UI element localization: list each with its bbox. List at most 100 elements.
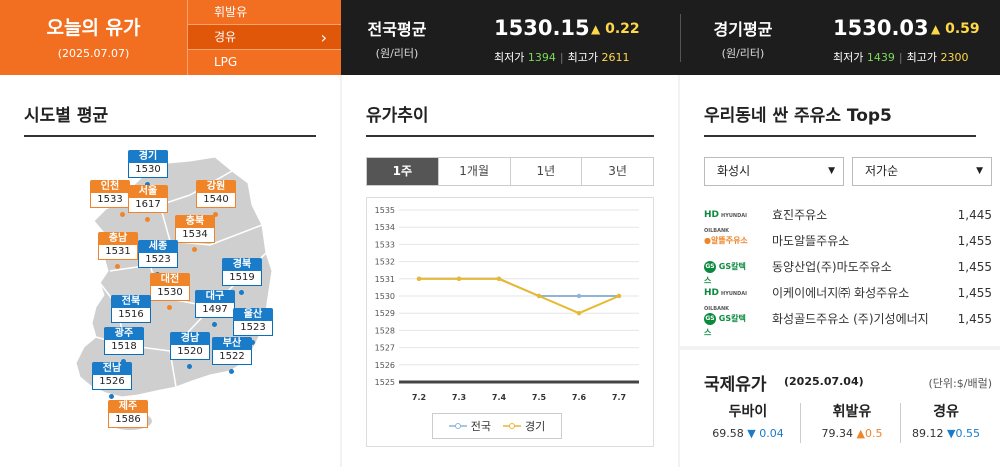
region-name: 충북 (175, 215, 215, 228)
region-dot (167, 305, 172, 310)
region-gyeongnam[interactable]: 경남 1520 (170, 332, 210, 369)
gyeonggi-average-title: 경기평균 (713, 20, 773, 39)
cheap-stations-title: 우리동네 싼 주유소 Top5 (704, 106, 892, 126)
region-price: 1516 (111, 308, 151, 323)
legend-label: 경기 (525, 420, 546, 433)
intl-price-unit: (단위:$/배럴) (928, 377, 992, 390)
intl-item-name: 휘발유 (832, 404, 872, 420)
y-tick-label: 1535 (375, 206, 395, 215)
legend-line-icon (448, 423, 467, 429)
national-average-title: 전국평균 (367, 20, 427, 39)
triangle-up-icon: ▲ (591, 22, 601, 36)
logo-text: GS칼텍스 (704, 262, 746, 285)
station-row[interactable]: ●알뜰주유소 마도알뜰주유소 1,455 (704, 230, 992, 252)
region-busan[interactable]: 부산 1522 (212, 337, 252, 374)
gs-circle-icon: GS (704, 312, 716, 325)
intl-item-price: 89.12 (912, 427, 944, 440)
fuel-tab-lpg[interactable]: LPG (188, 50, 341, 75)
region-incheon[interactable]: 인천 1533 (90, 180, 130, 217)
gyeonggi-average-unit: (원/리터) (721, 47, 765, 60)
intl-price-date: (2025.07.04) (784, 375, 864, 388)
title-underline (24, 135, 316, 137)
gyeonggi-change-value: 0.59 (945, 21, 980, 37)
legend-label: 전국 (470, 420, 491, 433)
region-price: 1586 (108, 413, 148, 428)
region-price: 1523 (138, 253, 178, 268)
intl-item-change: 0.04 (759, 427, 784, 440)
station-row[interactable]: HD HYUNDAI OILBANK 이케이에너지㈜ 화성주유소 1,455 (704, 282, 992, 312)
region-dot (109, 394, 114, 399)
tab-1month[interactable]: 1개월 (439, 158, 511, 185)
region-average-title: 시도별 평균 (24, 106, 109, 126)
region-price: 1534 (175, 228, 215, 243)
region-gyeonggi[interactable]: 경기 1530 (128, 150, 168, 187)
tab-3year[interactable]: 3년 (608, 164, 627, 178)
min-label: 최저가 (494, 51, 525, 64)
legend-item-gyeonggi[interactable]: 경기 (503, 418, 545, 434)
region-jeonnam[interactable]: 전남 1526 (92, 362, 132, 399)
national-average-label: 전국평균 (원/리터) (347, 0, 447, 61)
region-dot (213, 212, 218, 217)
national-average-value: 1530.15 (494, 16, 590, 40)
intl-item-values: 69.58 ▼ 0.04 (696, 427, 800, 440)
region-chungnam[interactable]: 충남 1531 (98, 232, 138, 269)
today-price-title: 오늘의 유가 (46, 17, 141, 39)
region-gyeongbuk[interactable]: 경북 1519 (222, 258, 262, 295)
region-name: 전남 (92, 362, 132, 375)
region-seoul[interactable]: 서울 1617 (128, 185, 168, 222)
city-select-value: 화성시 (717, 164, 751, 178)
logo-subtext: HYUNDAI OILBANK (704, 291, 747, 312)
intl-item-values: 79.34 ▲0.5 (800, 427, 904, 440)
sort-select[interactable]: 저가순 ▼ (852, 157, 992, 186)
region-gwangju[interactable]: 광주 1518 (104, 327, 144, 364)
legend-item-national[interactable]: 전국 (448, 418, 491, 434)
region-dot (120, 212, 125, 217)
region-price: 1617 (128, 198, 168, 213)
region-name: 강원 (196, 180, 236, 193)
gyeonggi-average-change: ▲ 0.59 (931, 21, 980, 37)
gs-circle-icon: GS (704, 260, 716, 273)
region-name: 경기 (128, 150, 168, 163)
y-tick-label: 1525 (375, 378, 395, 387)
y-tick-label: 1529 (375, 309, 395, 318)
region-daegu[interactable]: 대구 1497 (195, 290, 235, 327)
cheap-stations-panel: 우리동네 싼 주유소 Top5 화성시 ▼ 저가순 ▼ HD HYUNDAI OILB… (680, 75, 1000, 467)
region-price: 1520 (170, 345, 210, 360)
fuel-tab-label: 경유 (214, 30, 237, 44)
station-row[interactable]: GS GS칼텍스 화성골드주유소 (주)기성에너지 1,455 (704, 308, 992, 337)
region-gangwon[interactable]: 강원 1540 (196, 180, 236, 217)
region-sejong[interactable]: 세종 1523 (138, 240, 178, 277)
region-name: 제주 (108, 400, 148, 413)
region-name: 경남 (170, 332, 210, 345)
gyeonggi-minmax: 최저가 1439 | 최고가 2300 (833, 49, 968, 65)
tab-1week[interactable]: 1주 (367, 158, 439, 185)
station-name: 화성골드주유소 (주)기성에너지 (772, 312, 929, 326)
top-bar: 오늘의 유가 (2025.07.07) 휘발유 경유 › LPG 전국평균 (원/… (0, 0, 1000, 75)
max-label: 최고가 (906, 51, 937, 64)
region-ulsan[interactable]: 울산 1523 (233, 308, 273, 345)
region-price: 1530 (150, 286, 190, 301)
gs-caltex-logo: GS GS칼텍스 (704, 312, 752, 337)
region-jeju[interactable]: 제주 1586 (108, 400, 148, 428)
station-row[interactable]: HD HYUNDAI OILBANK 효진주유소 1,445 (704, 204, 992, 234)
fuel-tab-gasoline[interactable]: 휘발유 (188, 0, 341, 25)
chart-legend: 전국 경기 (432, 413, 562, 439)
region-chungbuk[interactable]: 충북 1534 (175, 215, 215, 252)
intl-item-price: 69.58 (712, 427, 744, 440)
region-price: 1523 (233, 321, 273, 336)
station-row[interactable]: GS GS칼텍스 동양산업(주)마도주유소 1,455 (704, 256, 992, 285)
y-tick-label: 1528 (375, 326, 395, 335)
region-jeonbuk[interactable]: 전북 1516 (111, 295, 151, 332)
region-dot (250, 340, 255, 345)
tab-1year[interactable]: 1년 (511, 158, 583, 185)
divider (680, 14, 681, 62)
data-point (536, 293, 542, 299)
logo-text: GS칼텍스 (704, 314, 746, 337)
region-daejeon[interactable]: 대전 1530 (150, 273, 190, 310)
region-price: 1540 (196, 193, 236, 208)
city-select[interactable]: 화성시 ▼ (704, 157, 844, 186)
region-dot (115, 264, 120, 269)
data-point (576, 293, 582, 299)
trend-line-chart: 1525 1526 1527 1528 1529 1530 1531 1532 1533 1534… (375, 206, 639, 402)
fuel-tab-diesel[interactable]: 경유 › (188, 25, 341, 50)
